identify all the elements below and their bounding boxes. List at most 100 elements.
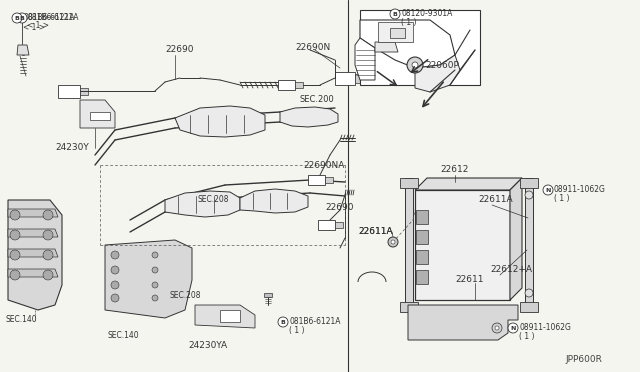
Text: 08120-9301A: 08120-9301A xyxy=(401,10,452,19)
Polygon shape xyxy=(278,80,295,90)
Polygon shape xyxy=(415,178,522,190)
Polygon shape xyxy=(8,269,58,277)
Bar xyxy=(415,190,510,300)
Circle shape xyxy=(17,13,27,23)
Circle shape xyxy=(10,250,20,260)
Text: ( 1 ): ( 1 ) xyxy=(401,17,417,26)
Circle shape xyxy=(492,323,502,333)
Polygon shape xyxy=(318,220,335,230)
Text: 22611A: 22611A xyxy=(358,228,392,237)
Text: SEC.140: SEC.140 xyxy=(5,315,36,324)
Circle shape xyxy=(10,270,20,280)
Polygon shape xyxy=(8,209,58,217)
Polygon shape xyxy=(415,55,460,92)
Polygon shape xyxy=(165,191,240,217)
Polygon shape xyxy=(375,42,398,52)
Polygon shape xyxy=(400,178,418,188)
Text: 24230Y: 24230Y xyxy=(55,144,89,153)
Text: B: B xyxy=(15,16,19,20)
Text: N: N xyxy=(510,326,516,330)
Polygon shape xyxy=(409,50,421,56)
Text: ( 1 ): ( 1 ) xyxy=(519,331,534,340)
Polygon shape xyxy=(105,240,192,318)
Circle shape xyxy=(111,266,119,274)
Circle shape xyxy=(43,210,53,220)
Polygon shape xyxy=(335,72,355,85)
Polygon shape xyxy=(355,74,363,83)
Polygon shape xyxy=(408,305,518,340)
Circle shape xyxy=(495,326,499,330)
Polygon shape xyxy=(175,106,265,137)
Bar xyxy=(390,28,405,38)
Text: 08911-1062G: 08911-1062G xyxy=(519,324,571,333)
Polygon shape xyxy=(520,178,538,188)
Polygon shape xyxy=(325,177,333,183)
Text: 081B6-6121A: 081B6-6121A xyxy=(23,13,74,22)
Text: 22612: 22612 xyxy=(440,166,468,174)
Text: 22611A: 22611A xyxy=(358,228,392,237)
Circle shape xyxy=(388,237,398,247)
Text: 08911-1062G: 08911-1062G xyxy=(554,186,606,195)
Text: 22690NA: 22690NA xyxy=(303,160,344,170)
Circle shape xyxy=(278,317,288,327)
Circle shape xyxy=(10,210,20,220)
Circle shape xyxy=(43,270,53,280)
Text: ( 1 ): ( 1 ) xyxy=(289,326,305,334)
Polygon shape xyxy=(240,189,308,213)
Polygon shape xyxy=(308,175,325,185)
Circle shape xyxy=(111,294,119,302)
Polygon shape xyxy=(8,229,58,237)
Text: 22690: 22690 xyxy=(165,45,193,55)
Circle shape xyxy=(407,57,423,73)
Polygon shape xyxy=(264,293,272,297)
Bar xyxy=(378,22,413,42)
Text: SEC.140: SEC.140 xyxy=(108,330,140,340)
Text: < 1 >: < 1 > xyxy=(27,22,49,31)
Circle shape xyxy=(391,240,395,244)
Bar xyxy=(416,250,428,264)
Circle shape xyxy=(525,191,533,199)
Circle shape xyxy=(525,289,533,297)
Text: 22690: 22690 xyxy=(325,203,353,212)
Text: JPP600R: JPP600R xyxy=(565,356,602,365)
Polygon shape xyxy=(220,310,240,322)
Polygon shape xyxy=(17,45,29,55)
Polygon shape xyxy=(335,222,343,228)
Circle shape xyxy=(508,323,518,333)
Circle shape xyxy=(152,295,158,301)
Polygon shape xyxy=(80,100,115,128)
Text: 22612+A: 22612+A xyxy=(490,266,532,275)
Polygon shape xyxy=(360,20,455,68)
Polygon shape xyxy=(405,178,413,310)
Polygon shape xyxy=(520,302,538,312)
Circle shape xyxy=(543,185,553,195)
Polygon shape xyxy=(90,112,110,120)
Polygon shape xyxy=(80,88,88,95)
Text: 081B6-6121A: 081B6-6121A xyxy=(289,317,340,327)
Circle shape xyxy=(111,251,119,259)
Text: 22060P: 22060P xyxy=(425,61,459,70)
Polygon shape xyxy=(8,249,58,257)
Circle shape xyxy=(152,252,158,258)
Polygon shape xyxy=(195,305,255,328)
Polygon shape xyxy=(510,178,522,300)
Polygon shape xyxy=(355,38,375,80)
Text: SEC.208: SEC.208 xyxy=(198,196,230,205)
Text: 22690N: 22690N xyxy=(295,44,330,52)
Circle shape xyxy=(10,230,20,240)
Polygon shape xyxy=(280,107,338,127)
Bar xyxy=(416,270,428,284)
Polygon shape xyxy=(8,200,62,310)
Text: 081B6-6121A: 081B6-6121A xyxy=(27,13,79,22)
Circle shape xyxy=(152,267,158,273)
Text: 24230YA: 24230YA xyxy=(188,340,227,350)
Bar xyxy=(416,210,428,224)
Polygon shape xyxy=(295,82,303,88)
Polygon shape xyxy=(400,302,418,312)
Circle shape xyxy=(12,13,22,23)
Text: B: B xyxy=(392,12,397,16)
Circle shape xyxy=(111,281,119,289)
Text: < 1 >: < 1 > xyxy=(23,22,45,32)
Text: B: B xyxy=(280,320,285,324)
Circle shape xyxy=(412,62,418,68)
